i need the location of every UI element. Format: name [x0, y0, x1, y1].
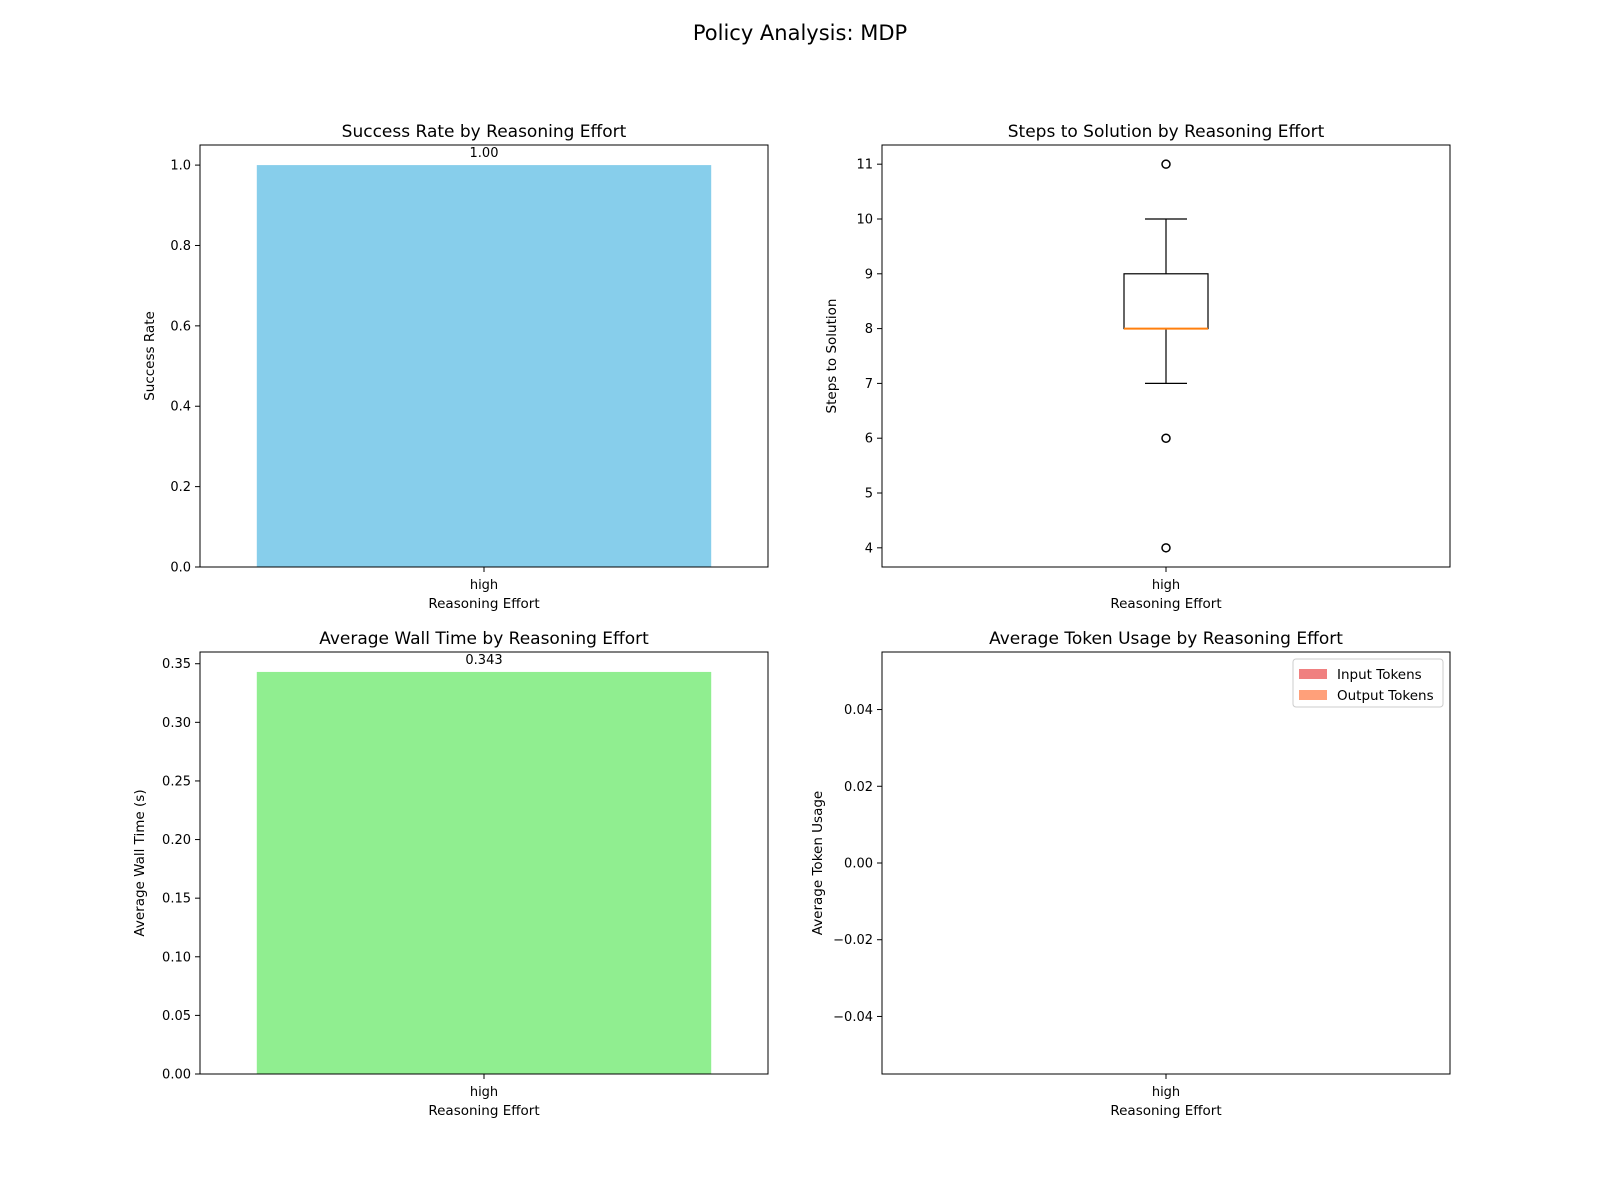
- y-tick-label: 0.10: [162, 950, 191, 965]
- y-tick-label: 1.0: [170, 159, 191, 174]
- legend-swatch: [1299, 690, 1327, 700]
- panel-title: Average Wall Time by Reasoning Effort: [319, 629, 649, 649]
- y-tick-label: 0.04: [844, 703, 873, 718]
- y-tick-label: 6: [865, 432, 873, 447]
- success-rate-panel: Success Rate by Reasoning Effort 0.0 0.2 0.…: [142, 122, 769, 612]
- x-axis-label: Reasoning Effort: [1110, 1103, 1221, 1119]
- panel-title: Success Rate by Reasoning Effort: [342, 122, 627, 142]
- bar: [256, 671, 712, 1074]
- y-tick-label: 0.2: [170, 480, 191, 495]
- y-tick-label: 0.00: [162, 1068, 191, 1083]
- outlier-point: [1161, 159, 1171, 169]
- y-tick-label: 0.15: [162, 892, 191, 907]
- legend-label: Input Tokens: [1337, 667, 1422, 683]
- token-usage-panel: Average Token Usage by Reasoning Effort −…: [810, 629, 1451, 1119]
- y-tick-label: 0.20: [162, 833, 191, 848]
- y-tick-label: 0.05: [162, 1009, 191, 1024]
- bar-value-label: 1.00: [470, 146, 499, 161]
- y-tick-label: 7: [865, 377, 873, 392]
- x-tick-label: high: [470, 578, 498, 593]
- axes-frame: [881, 144, 1451, 568]
- x-tick-label: high: [1152, 578, 1180, 593]
- legend: Input Tokens Output Tokens: [1292, 658, 1444, 708]
- box-iqr: [1123, 273, 1209, 330]
- outlier-point: [1161, 433, 1171, 443]
- x-axis-label: Reasoning Effort: [428, 1103, 539, 1119]
- legend-swatch: [1299, 669, 1327, 679]
- y-tick-label: 0.25: [162, 774, 191, 789]
- legend-label: Output Tokens: [1337, 688, 1434, 704]
- x-axis-label: Reasoning Effort: [1110, 596, 1221, 612]
- y-tick-label: 0.35: [162, 657, 191, 672]
- y-tick-label: 0.02: [844, 780, 873, 795]
- y-tick-label: 0.00: [844, 857, 873, 872]
- y-tick-label: −0.02: [833, 933, 873, 948]
- y-tick-label: −0.04: [833, 1010, 873, 1025]
- y-tick-label: 0.0: [170, 561, 191, 576]
- steps-boxplot-panel: Steps to Solution by Reasoning Effort 4 5 6…: [824, 122, 1451, 612]
- y-tick-label: 4: [865, 541, 873, 556]
- y-tick-label: 0.30: [162, 716, 191, 731]
- y-tick-label: 5: [865, 487, 873, 502]
- bar-value-label: 0.343: [465, 653, 502, 668]
- y-axis-label: Success Rate: [142, 311, 158, 401]
- axes-frame: [199, 144, 769, 568]
- x-tick-label: high: [1152, 1085, 1180, 1100]
- y-tick-label: 9: [865, 267, 873, 282]
- wall-time-panel: Average Wall Time by Reasoning Effort 0.0…: [132, 629, 769, 1119]
- legend-frame: [1292, 658, 1444, 708]
- y-tick-label: 10: [856, 212, 873, 227]
- y-tick-label: 0.4: [170, 400, 191, 415]
- y-tick-label: 11: [856, 158, 873, 173]
- bar: [256, 165, 712, 567]
- figure-title: Policy Analysis: MDP: [693, 21, 907, 45]
- panel-title: Steps to Solution by Reasoning Effort: [1008, 122, 1325, 142]
- y-axis-label: Steps to Solution: [824, 299, 840, 414]
- outlier-point: [1161, 543, 1171, 553]
- x-tick-label: high: [470, 1085, 498, 1100]
- y-axis-label: Average Wall Time (s): [132, 789, 148, 936]
- panel-title: Average Token Usage by Reasoning Effort: [989, 629, 1343, 649]
- x-axis-label: Reasoning Effort: [428, 596, 539, 612]
- y-tick-label: 8: [865, 322, 873, 337]
- y-axis-label: Average Token Usage: [810, 791, 826, 936]
- y-tick-label: 0.8: [170, 239, 191, 254]
- y-tick-label: 0.6: [170, 319, 191, 334]
- axes-frame: [199, 651, 769, 1075]
- axes-frame: [881, 651, 1451, 1075]
